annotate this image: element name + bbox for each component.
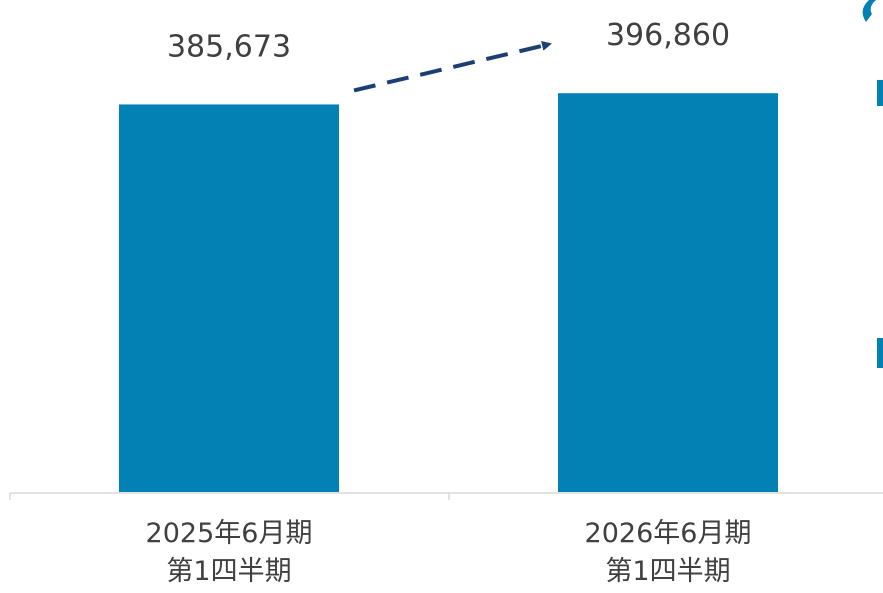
category-label-2-line-1: 2026年6月期 bbox=[585, 518, 752, 549]
bars-layer bbox=[119, 93, 778, 492]
edge-arc-decoration bbox=[862, 0, 876, 22]
edge-decorations bbox=[862, 0, 883, 368]
edge-marker-2 bbox=[877, 338, 883, 368]
value-label-1: 385,673 bbox=[167, 29, 291, 64]
bar-2 bbox=[558, 93, 778, 492]
growth-arrow bbox=[353, 40, 552, 93]
bar-1 bbox=[119, 104, 339, 492]
x-axis bbox=[9, 492, 883, 500]
category-label-1-line-2: 第1四半期 bbox=[166, 556, 291, 587]
category-label-1-line-1: 2025年6月期 bbox=[146, 518, 313, 549]
edge-marker-1 bbox=[877, 80, 883, 106]
value-label-2: 396,860 bbox=[606, 18, 730, 53]
growth-arrow-layer bbox=[353, 40, 552, 93]
category-label-2-line-2: 第1四半期 bbox=[605, 556, 730, 587]
